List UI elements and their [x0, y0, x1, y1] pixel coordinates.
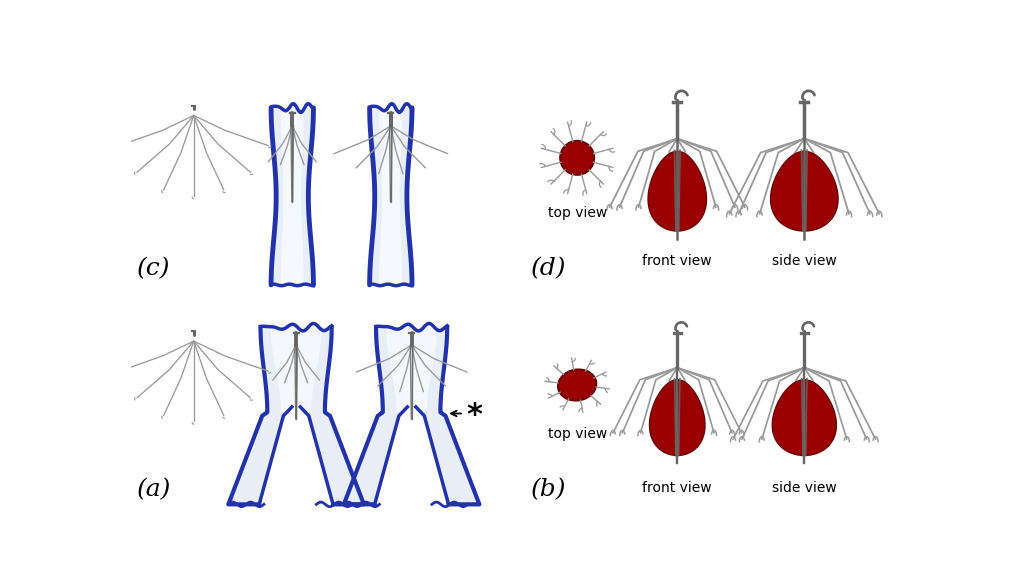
- Polygon shape: [281, 108, 304, 285]
- Text: top view: top view: [548, 427, 607, 442]
- Polygon shape: [228, 327, 364, 505]
- Polygon shape: [370, 108, 412, 285]
- Text: (b): (b): [531, 479, 566, 502]
- Circle shape: [560, 141, 594, 175]
- Polygon shape: [271, 108, 313, 285]
- Text: side view: side view: [772, 254, 837, 268]
- Polygon shape: [772, 380, 837, 456]
- Text: (d): (d): [531, 257, 566, 280]
- Polygon shape: [649, 380, 705, 456]
- Polygon shape: [379, 108, 402, 285]
- Polygon shape: [648, 151, 707, 231]
- Text: top view: top view: [548, 206, 607, 220]
- Text: (a): (a): [137, 479, 171, 502]
- Text: front view: front view: [642, 254, 712, 268]
- Ellipse shape: [558, 370, 596, 401]
- Polygon shape: [771, 151, 838, 231]
- Text: (c): (c): [137, 257, 170, 280]
- Polygon shape: [386, 327, 437, 412]
- Polygon shape: [344, 327, 479, 505]
- Text: front view: front view: [642, 481, 712, 495]
- Text: *: *: [466, 401, 482, 430]
- Polygon shape: [270, 327, 322, 412]
- Text: side view: side view: [772, 481, 837, 495]
